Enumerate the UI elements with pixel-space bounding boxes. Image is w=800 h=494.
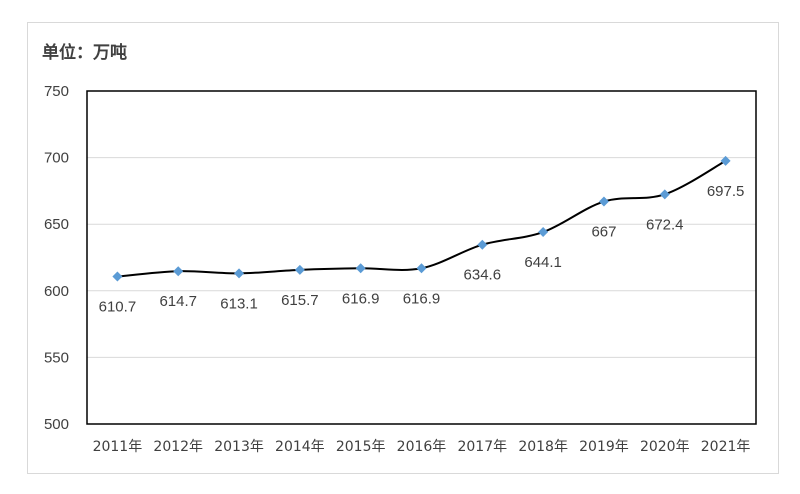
y-tick-label: 700 bbox=[44, 150, 69, 167]
plot-area bbox=[86, 90, 757, 425]
data-point bbox=[720, 155, 731, 166]
data-label: 610.7 bbox=[99, 299, 137, 316]
x-tick-label: 2019年 bbox=[579, 439, 629, 455]
data-point bbox=[173, 266, 184, 277]
data-label: 634.6 bbox=[464, 267, 502, 284]
data-label: 667 bbox=[591, 224, 616, 241]
x-tick-label: 2011年 bbox=[93, 439, 143, 455]
data-point bbox=[234, 268, 245, 279]
x-tick-label: 2013年 bbox=[214, 439, 264, 455]
x-tick-label: 2012年 bbox=[153, 439, 203, 455]
x-tick-label: 2020年 bbox=[640, 439, 690, 455]
x-tick-label: 2021年 bbox=[701, 439, 751, 455]
data-label: 672.4 bbox=[646, 216, 684, 233]
y-tick-label: 650 bbox=[44, 216, 69, 233]
x-tick-label: 2017年 bbox=[457, 439, 507, 455]
data-label: 615.7 bbox=[281, 292, 319, 309]
data-point bbox=[598, 196, 609, 207]
y-tick-label: 750 bbox=[44, 83, 69, 100]
series-line bbox=[117, 160, 727, 278]
chart-frame bbox=[27, 22, 779, 474]
data-point bbox=[477, 239, 488, 250]
data-point bbox=[355, 263, 366, 274]
data-label: 697.5 bbox=[707, 183, 745, 200]
data-point bbox=[112, 271, 123, 282]
x-tick-label: 2016年 bbox=[397, 439, 447, 455]
data-point bbox=[416, 263, 427, 274]
x-tick-label: 2018年 bbox=[518, 439, 568, 455]
data-label: 616.9 bbox=[342, 290, 380, 307]
x-tick-label: 2015年 bbox=[336, 439, 386, 455]
data-label: 644.1 bbox=[524, 254, 562, 271]
y-tick-label: 600 bbox=[44, 283, 69, 300]
data-point bbox=[659, 189, 670, 200]
y-tick-label: 550 bbox=[44, 349, 69, 366]
data-point bbox=[538, 227, 549, 238]
data-label: 616.9 bbox=[403, 290, 441, 307]
data-label: 614.7 bbox=[159, 293, 197, 310]
unit-label: 单位：万吨 bbox=[42, 43, 127, 63]
y-tick-label: 500 bbox=[44, 416, 69, 433]
data-point bbox=[294, 264, 305, 275]
x-tick-label: 2014年 bbox=[275, 439, 325, 455]
data-label: 613.1 bbox=[220, 295, 258, 312]
